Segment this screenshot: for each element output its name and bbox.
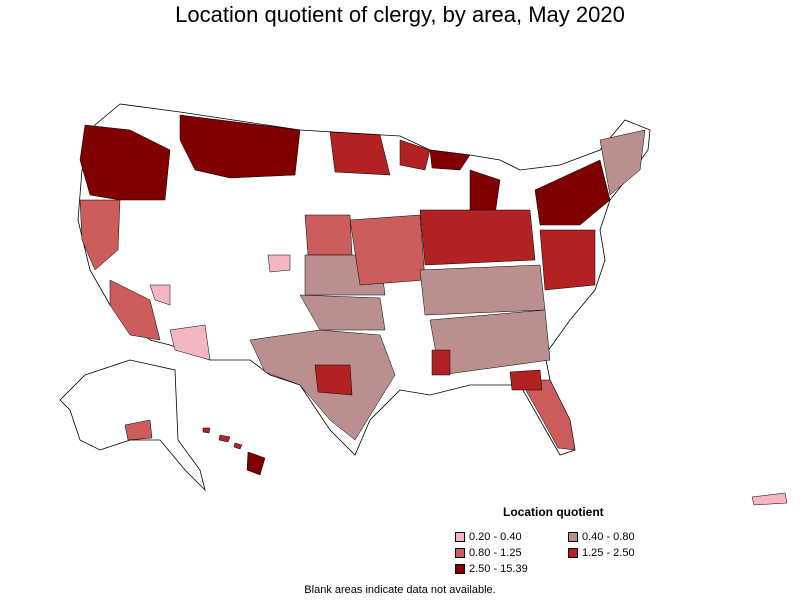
area-oklahoma [299,294,386,331]
area-oregon-washington [79,124,171,201]
legend-item-0: 0.20 - 0.40 [455,531,522,543]
area-mid-atlantic [539,229,596,291]
legend-item-3: 1.25 - 2.50 [568,547,635,559]
legend-label: 0.80 - 1.25 [469,547,522,559]
legend-label: 0.20 - 0.40 [469,531,522,543]
map-title: Location quotient of clergy, by area, Ma… [175,2,625,27]
area-illinois-indiana-ohio [419,209,536,266]
area-north-dakota-east [329,131,391,176]
area-north-florida [509,369,543,391]
area-iowa-missouri [349,214,426,286]
area-texas-central [314,364,353,396]
area-colorado-east [267,254,291,273]
legend-title: Location quotient [503,505,604,519]
area-new-england [599,129,646,196]
area-nebraska [304,214,353,256]
area-regions [79,114,646,451]
area-florida [519,379,576,451]
legend-label: 2.50 - 15.39 [469,563,528,575]
area-kentucky-tennessee [419,264,546,316]
footnote: Blank areas indicate data not available. [304,584,496,596]
legend-swatch [568,532,578,542]
legend-swatch [455,564,465,574]
legend-label: 0.40 - 0.80 [582,531,635,543]
area-montana [179,114,301,179]
legend-label: 1.25 - 2.50 [582,547,635,559]
legend-swatch [455,548,465,558]
legend-item-2: 0.80 - 1.25 [455,547,522,559]
area-california-north [79,199,121,271]
area-mississippi [431,349,451,376]
hawaii-islands [202,427,266,476]
area-northeast-ny [534,159,611,226]
legend-swatch [568,548,578,558]
area-nevada-sw [149,284,171,306]
area-arizona-south [169,324,211,361]
area-alaska-south [124,419,153,441]
puerto-rico [751,492,788,506]
legend-item-1: 0.40 - 0.80 [568,531,635,543]
area-wisconsin-north [399,139,431,171]
area-california-south [109,279,161,341]
legend-item-4: 2.50 - 15.39 [455,563,528,575]
area-michigan-upper [429,149,471,171]
legend-swatch [455,532,465,542]
